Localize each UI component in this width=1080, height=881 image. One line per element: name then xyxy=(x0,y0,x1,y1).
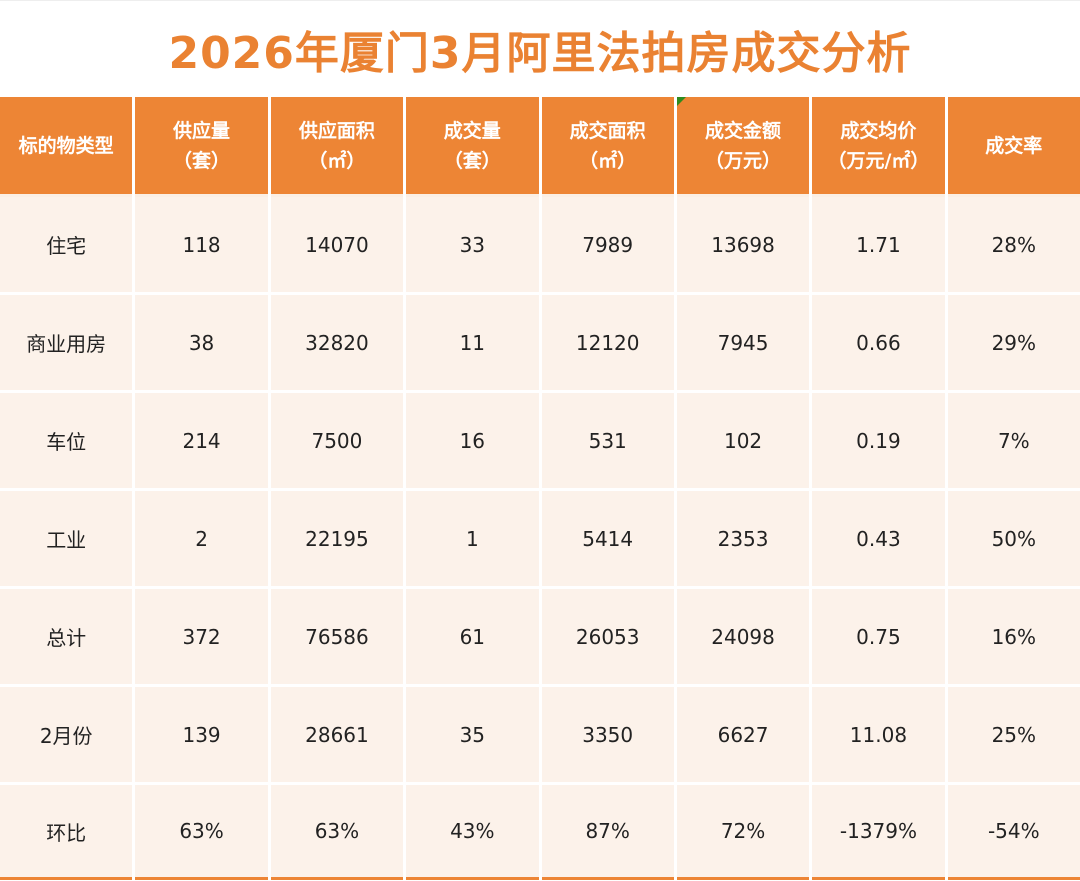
table-cell: 7% xyxy=(947,393,1080,491)
row-label-cell: 工业 xyxy=(0,491,133,589)
table-cell: 11.08 xyxy=(812,687,945,785)
table-row: 总计 372 76586 61 26053 24098 0.75 16% xyxy=(0,589,1080,687)
row-label-cell: 商业用房 xyxy=(0,295,133,393)
table-cell: 5414 xyxy=(541,491,674,589)
table-cell: 72% xyxy=(676,785,810,880)
col-header-deal-count: 成交量 （套） xyxy=(406,97,539,197)
table-cell: 531 xyxy=(541,393,674,491)
col-header-label: 成交金额 xyxy=(705,119,782,142)
table-row: 住宅 118 14070 33 7989 13698 1.71 28% xyxy=(0,197,1080,295)
row-label-cell: 总计 xyxy=(0,589,133,687)
table-cell: 14070 xyxy=(270,197,404,295)
table-cell: -1379% xyxy=(812,785,945,880)
table-cell: 25% xyxy=(947,687,1080,785)
table-cell: 0.75 xyxy=(812,589,945,687)
table-cell: 7989 xyxy=(541,197,674,295)
table-cell: 87% xyxy=(541,785,674,880)
row-label-cell: 车位 xyxy=(0,393,133,491)
table-cell: 7945 xyxy=(676,295,810,393)
cell-comment-marker-icon xyxy=(676,97,686,106)
table-cell: 38 xyxy=(135,295,268,393)
table-cell: 43% xyxy=(406,785,539,880)
table-row: 2月份 139 28661 35 3350 6627 11.08 25% xyxy=(0,687,1080,785)
row-label-cell: 住宅 xyxy=(0,197,133,295)
col-header-label: 成交量 xyxy=(443,119,501,142)
col-header-avg-price: 成交均价 （万元/㎡） xyxy=(812,97,945,197)
table-cell: 61 xyxy=(406,589,539,687)
col-header-unit: （万元/㎡） xyxy=(827,149,930,172)
table-cell: 63% xyxy=(135,785,268,880)
table-cell: 28661 xyxy=(270,687,404,785)
table-cell: 32820 xyxy=(270,295,404,393)
table-cell: 13698 xyxy=(676,197,810,295)
col-header-type: 标的物类型 xyxy=(0,97,133,197)
col-header-supply-area: 供应面积 （㎡） xyxy=(270,97,404,197)
col-header-unit: （㎡） xyxy=(308,149,366,172)
table-cell: 0.19 xyxy=(812,393,945,491)
table-cell: 24098 xyxy=(676,589,810,687)
col-header-unit: （套） xyxy=(173,149,231,172)
table-cell: 26053 xyxy=(541,589,674,687)
table-cell: 22195 xyxy=(270,491,404,589)
table-cell: 6627 xyxy=(676,687,810,785)
table-cell: 102 xyxy=(676,393,810,491)
table-cell: -54% xyxy=(947,785,1080,880)
col-header-label: 成交率 xyxy=(985,134,1043,157)
table-cell: 214 xyxy=(135,393,268,491)
table-cell: 16 xyxy=(406,393,539,491)
table-cell: 118 xyxy=(135,197,268,295)
table-row: 环比 63% 63% 43% 87% 72% -1379% -54% xyxy=(0,785,1080,880)
table-cell: 50% xyxy=(947,491,1080,589)
col-header-unit: （套） xyxy=(443,149,501,172)
col-header-label: 成交面积 xyxy=(569,119,646,142)
page-title: 2026年厦门3月阿里法拍房成交分析 xyxy=(0,0,1080,97)
auction-analysis-table: 标的物类型 供应量 （套） 供应面积 （㎡） 成交量 （套） 成交面积 （㎡） 成交金额… xyxy=(0,97,1080,880)
col-header-label: 供应面积 xyxy=(298,119,375,142)
col-header-deal-amount: 成交金额 （万元） xyxy=(676,97,810,197)
table-cell: 16% xyxy=(947,589,1080,687)
table-cell: 29% xyxy=(947,295,1080,393)
col-header-deal-rate: 成交率 xyxy=(947,97,1080,197)
col-header-deal-area: 成交面积 （㎡） xyxy=(541,97,674,197)
table-cell: 1.71 xyxy=(812,197,945,295)
col-header-label: 标的物类型 xyxy=(18,134,114,157)
table-row: 商业用房 38 32820 11 12120 7945 0.66 29% xyxy=(0,295,1080,393)
table-cell: 1 xyxy=(406,491,539,589)
table-row: 车位 214 7500 16 531 102 0.19 7% xyxy=(0,393,1080,491)
table-cell: 7500 xyxy=(270,393,404,491)
header-row: 标的物类型 供应量 （套） 供应面积 （㎡） 成交量 （套） 成交面积 （㎡） 成交金额… xyxy=(0,97,1080,197)
table-cell: 0.43 xyxy=(812,491,945,589)
table-cell: 63% xyxy=(270,785,404,880)
table-cell: 139 xyxy=(135,687,268,785)
table-cell: 11 xyxy=(406,295,539,393)
col-header-label: 成交均价 xyxy=(840,119,917,142)
table-cell: 2 xyxy=(135,491,268,589)
table-cell: 28% xyxy=(947,197,1080,295)
table-cell: 12120 xyxy=(541,295,674,393)
col-header-unit: （万元） xyxy=(705,149,782,172)
table-cell: 3350 xyxy=(541,687,674,785)
col-header-unit: （㎡） xyxy=(579,149,637,172)
row-label-cell: 2月份 xyxy=(0,687,133,785)
table-cell: 35 xyxy=(406,687,539,785)
table-cell: 33 xyxy=(406,197,539,295)
table-cell: 0.66 xyxy=(812,295,945,393)
col-header-supply-count: 供应量 （套） xyxy=(135,97,268,197)
table-cell: 2353 xyxy=(676,491,810,589)
col-header-label: 供应量 xyxy=(173,119,231,142)
table-cell: 76586 xyxy=(270,589,404,687)
table-row: 工业 2 22195 1 5414 2353 0.43 50% xyxy=(0,491,1080,589)
table-cell: 372 xyxy=(135,589,268,687)
row-label-cell: 环比 xyxy=(0,785,133,880)
